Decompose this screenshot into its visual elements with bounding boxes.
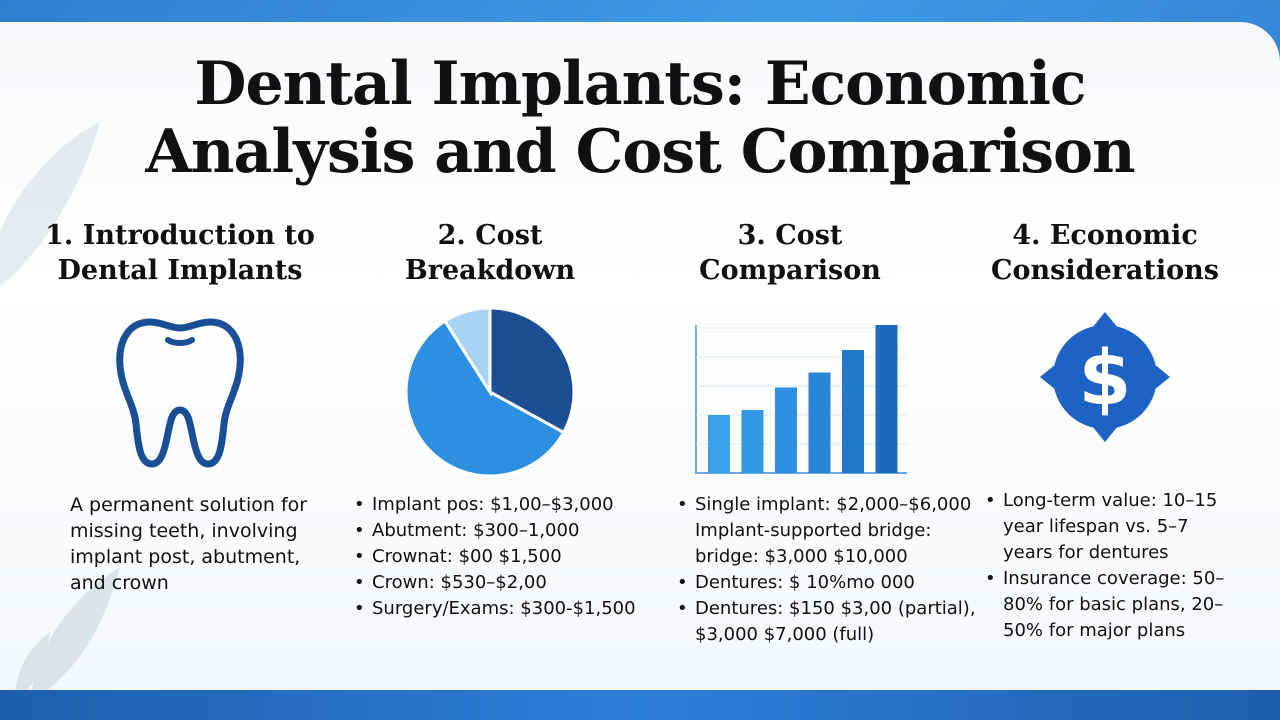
section-introduction: 1. Introduction to Dental Implants: [30, 218, 330, 288]
slide: Dental Implants: Economic Analysis and C…: [0, 22, 1280, 690]
list-item: Abutment: $300–1,000: [352, 518, 652, 544]
list-item: Crown: $530–$2,00: [352, 570, 652, 596]
section-cost-breakdown: 2. Cost Breakdown: [340, 218, 640, 288]
section-description: A permanent solution for missing teeth, …: [70, 494, 308, 594]
dollar-cycle-icon: $: [1040, 312, 1170, 442]
title-line-2: Analysis and Cost Comparison: [145, 117, 1135, 187]
list-item: Insurance coverage: 50–80% for basic pla…: [983, 566, 1243, 644]
section-title-line-1: 3. Cost: [737, 220, 843, 251]
section-economic-considerations: 4. Economic Considerations: [965, 218, 1245, 288]
section-title-line-2: Breakdown: [404, 255, 576, 286]
section-title: 3. Cost Comparison: [645, 218, 935, 288]
section-title-line-2: Comparison: [699, 255, 881, 286]
section-title: 4. Economic Considerations: [965, 218, 1245, 288]
pie-slice: [442, 306, 492, 398]
chart-axes: [695, 325, 907, 474]
tooth-icon: [116, 318, 244, 468]
section-title-line-1: 1. Introduction to: [45, 220, 315, 251]
pie-chart-icon: [404, 306, 576, 478]
list-item: Implant pos: $1,00–$3,000: [352, 492, 652, 518]
section-title-line-2: Considerations: [991, 255, 1219, 286]
leaf-decoration-top-left: [0, 122, 100, 287]
bar: [775, 387, 797, 473]
bar: [708, 415, 730, 473]
page-title: Dental Implants: Economic Analysis and C…: [0, 50, 1280, 186]
economic-considerations-list: Long-term value: 10–15 year lifespan vs.…: [983, 488, 1243, 644]
title-line-1: Dental Implants: Economic: [194, 49, 1086, 119]
list-item: Crownat: $00 $1,500: [352, 544, 652, 570]
bar: [741, 410, 764, 473]
list-item: Dentures: $150 $3,00 (partial), $3,000 $…: [675, 596, 985, 648]
bottom-bar: [0, 690, 1280, 720]
pie-slice: [488, 306, 576, 435]
list-item: Surgery/Exams: $300-$1,500: [352, 596, 652, 622]
section-cost-comparison: 3. Cost Comparison: [645, 218, 935, 288]
bar-chart-icon: [695, 325, 907, 474]
list-item: Dentures: $ 10%mo 000: [675, 570, 985, 596]
leaf-decoration-bottom-left: [15, 567, 120, 690]
bar: [842, 350, 864, 473]
cost-comparison-list: Single implant: $2,000–$6,000 Implant-su…: [675, 492, 985, 648]
list-item: Single implant: $2,000–$6,000 Implant-su…: [675, 492, 985, 570]
section-title-line-1: 2. Cost: [437, 220, 543, 251]
pie-slice: [404, 319, 566, 478]
svg-text:$: $: [1079, 333, 1132, 422]
list-item: Long-term value: 10–15 year lifespan vs.…: [983, 488, 1243, 566]
cost-breakdown-list: Implant pos: $1,00–$3,000 Abutment: $300…: [352, 492, 652, 622]
section-title-line-2: Dental Implants: [57, 255, 303, 286]
bar: [875, 325, 898, 473]
section-title: 2. Cost Breakdown: [340, 218, 640, 288]
section-title: 1. Introduction to Dental Implants: [30, 218, 330, 288]
bar: [808, 372, 831, 473]
section-title-line-1: 4. Economic: [1012, 220, 1198, 251]
